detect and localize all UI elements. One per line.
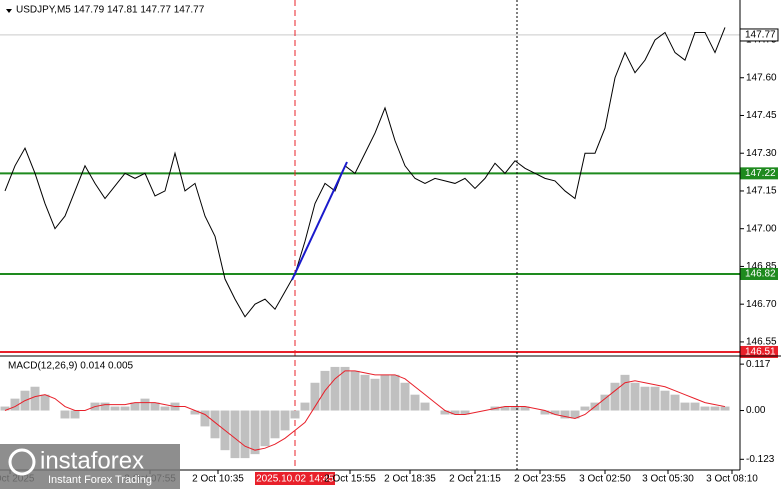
macd-bar	[340, 366, 350, 411]
macd-bar	[580, 406, 590, 411]
macd-bar	[250, 410, 260, 455]
macd-bar	[190, 410, 200, 415]
macd-bar	[450, 410, 460, 415]
macd-bar	[440, 410, 450, 415]
macd-bar	[520, 406, 530, 411]
macd-bar	[330, 366, 340, 411]
x-tick-label: 2 Oct 18:35	[384, 474, 436, 485]
macd-bar	[700, 406, 710, 411]
macd-bar	[510, 406, 520, 411]
macd-bar	[30, 386, 40, 411]
level-label-box	[740, 345, 778, 358]
x-tick-label: 2 Oct 10:35	[192, 474, 244, 485]
x-tick-label: 2 Oct 23:55	[514, 474, 566, 485]
y-tick-label: 146.70	[746, 299, 777, 310]
macd-bar	[230, 410, 240, 459]
price-line	[4, 27, 726, 318]
macd-bar	[600, 394, 610, 411]
last-price-label: 147.77	[745, 30, 776, 41]
macd-bar	[260, 410, 270, 447]
macd-bar	[380, 374, 390, 411]
macd-bar	[110, 406, 120, 411]
y-tick-label: 0.00	[746, 405, 766, 416]
trend-line	[291, 161, 348, 281]
signal-line	[4, 370, 726, 451]
macd-bar	[210, 410, 220, 439]
macd-bar	[720, 406, 730, 411]
macd-bar	[680, 402, 690, 411]
macd-bar	[140, 398, 150, 411]
logo-name: instaforex	[40, 447, 144, 474]
x-tick-label: 2 Oct 21:15	[449, 474, 501, 485]
y-tick-label: -0.123	[746, 454, 775, 465]
macd-bar	[350, 370, 360, 411]
macd-bar	[410, 394, 420, 411]
macd-bar	[200, 410, 210, 427]
macd-title: MACD(12,26,9) 0.014 0.005	[8, 361, 134, 372]
logo-icon	[8, 448, 36, 476]
macd-bar	[630, 382, 640, 411]
macd-bar	[420, 402, 430, 411]
macd-bar	[560, 410, 570, 419]
macd-bar	[150, 402, 160, 411]
macd-bar	[400, 382, 410, 411]
macd-bar	[640, 386, 650, 411]
macd-bar	[270, 410, 280, 439]
x-tick-label: 3 Oct 05:30	[642, 474, 694, 485]
macd-bar	[690, 402, 700, 411]
macd-bar	[100, 402, 110, 411]
level-label-box	[740, 267, 778, 280]
logo: instaforex Instant Forex Trading	[0, 444, 180, 489]
macd-bar	[40, 394, 50, 411]
chart-title: USDJPY,M5 147.79 147.81 147.77 147.77	[16, 5, 205, 16]
y-tick-label: 146.85	[746, 261, 777, 272]
x-tick-label: 3 Oct 02:50	[579, 474, 631, 485]
macd-bar	[620, 374, 630, 411]
macd-bar	[0, 406, 10, 411]
symbol-icon	[6, 9, 12, 13]
macd-bar	[10, 398, 20, 411]
macd-bar	[310, 382, 320, 411]
macd-bar	[290, 410, 300, 419]
macd-bar	[130, 402, 140, 411]
y-tick-label: 147.30	[746, 148, 777, 159]
macd-bar	[390, 374, 400, 411]
macd-bar	[360, 374, 370, 411]
macd-bar	[650, 386, 660, 411]
y-tick-label: 147.45	[746, 110, 777, 121]
macd-bar	[670, 394, 680, 411]
macd-bar	[500, 406, 510, 411]
y-tick-label: 146.55	[746, 337, 777, 348]
macd-bar	[610, 382, 620, 411]
y-tick-label: 0.117	[746, 359, 771, 370]
macd-bar	[370, 378, 380, 411]
cursor-label-box	[255, 472, 335, 485]
macd-bar	[280, 410, 290, 431]
level-label: 146.82	[745, 269, 776, 280]
macd-bar	[660, 390, 670, 411]
y-tick-label: 147.00	[746, 223, 777, 234]
macd-bar	[570, 410, 580, 419]
macd-bar	[160, 406, 170, 411]
macd-bar	[550, 410, 560, 415]
macd-bar	[460, 410, 470, 415]
macd-bar	[70, 410, 80, 419]
logo-tagline: Instant Forex Trading	[48, 474, 152, 486]
x-tick-label: 2 Oct 15:55	[324, 474, 376, 485]
macd-bar	[710, 406, 720, 411]
macd-bar	[300, 402, 310, 411]
y-tick-label: 147.15	[746, 186, 777, 197]
macd-bar	[120, 406, 130, 411]
x-tick-label: 3 Oct 08:10	[706, 474, 758, 485]
level-label-box	[740, 167, 778, 180]
macd-bar	[240, 410, 250, 459]
cursor-label: 2025.10.02 14:45	[256, 474, 334, 485]
y-tick-label: 147.60	[746, 72, 777, 83]
level-label: 146.51	[745, 347, 776, 358]
macd-bar	[540, 410, 550, 415]
macd-bar	[60, 410, 70, 419]
level-label: 147.22	[745, 168, 776, 179]
